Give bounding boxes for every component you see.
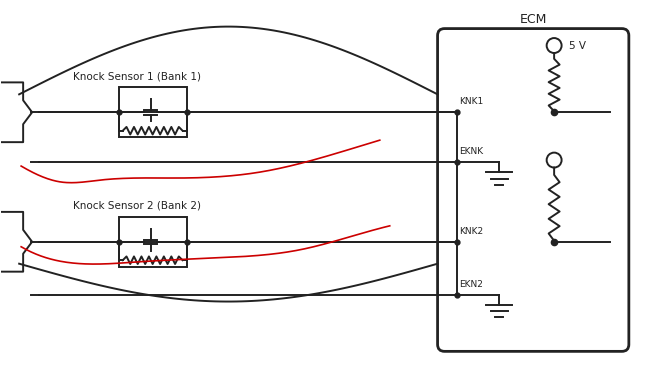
Text: Knock Sensor 2 (Bank 2): Knock Sensor 2 (Bank 2) [73,201,201,211]
Text: KNK2: KNK2 [460,227,484,236]
Bar [119,87,187,137]
Text: ECM: ECM [519,12,547,26]
Text: Knock Sensor 1 (Bank 1): Knock Sensor 1 (Bank 1) [73,72,201,81]
Text: KNK1: KNK1 [460,97,484,106]
Text: EKNK: EKNK [460,147,484,156]
Text: 5 V: 5 V [569,40,586,51]
Bar [119,217,187,267]
Text: EKN2: EKN2 [460,280,484,288]
